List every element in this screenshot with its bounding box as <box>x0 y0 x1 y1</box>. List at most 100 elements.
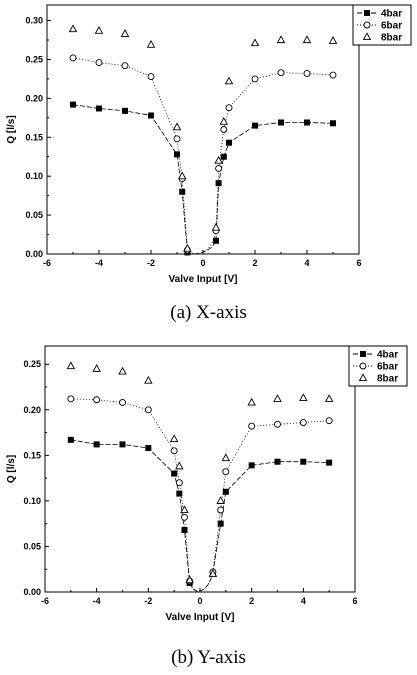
series-line-6bar-right <box>212 420 330 573</box>
data-point-8bar <box>66 361 76 370</box>
data-point-8bar <box>250 38 260 47</box>
data-point-8bar <box>302 35 312 44</box>
data-point-8bar <box>328 36 338 44</box>
y-axis-title: Q [l/s] <box>6 115 17 143</box>
data-point-6bar <box>225 104 233 112</box>
data-point-6bar <box>217 506 225 514</box>
legend-label-4bar: 4bar <box>381 9 402 20</box>
data-point-6bar <box>93 396 101 404</box>
data-point-6bar <box>274 420 281 428</box>
x-tick-label: 4 <box>301 596 306 606</box>
data-point-4bar <box>274 458 281 465</box>
data-point-6bar <box>222 468 230 476</box>
data-point-6bar <box>170 447 178 455</box>
legend-label-8bar: 8bar <box>381 33 402 44</box>
data-point-8bar <box>273 394 282 402</box>
series-line-6bar-left <box>70 398 191 582</box>
data-point-8bar <box>185 575 194 584</box>
x-tick-label: 0 <box>197 596 202 606</box>
data-point-4bar <box>226 139 232 146</box>
data-point-4bar <box>326 459 333 466</box>
data-point-8bar <box>216 496 225 504</box>
data-point-8bar <box>118 366 127 375</box>
data-point-8bar <box>144 375 153 384</box>
y-tick-label: 0.05 <box>23 541 41 551</box>
x-tick-label: -4 <box>93 596 101 606</box>
data-point-8bar <box>224 76 234 85</box>
y-tick-label: 0.15 <box>25 132 43 142</box>
data-point-6bar <box>329 71 337 79</box>
series-bridge-6bar <box>189 571 214 592</box>
legend-label-4bar: 4bar <box>377 350 398 361</box>
data-point-4bar <box>176 490 183 497</box>
data-point-8bar <box>120 29 130 37</box>
data-point-4bar <box>119 441 126 448</box>
x-tick-label: -2 <box>147 258 155 268</box>
data-point-6bar <box>69 54 77 62</box>
legend-marker-8bar <box>362 32 372 41</box>
data-point-6bar <box>303 70 311 77</box>
y-tick-label: 0.25 <box>23 359 41 369</box>
legend-box <box>352 4 412 46</box>
y-tick-label: 0.15 <box>23 450 41 460</box>
y-tick-label: 0.00 <box>23 587 41 597</box>
x-tick-label: -2 <box>144 596 152 606</box>
x-axis-title: Valve Input [V] <box>169 274 238 285</box>
y-tick-label: 0.10 <box>25 171 43 181</box>
legend-marker-4bar <box>364 10 370 16</box>
chart-y-axis: -6 -4 -2 0 2 4 6 0.00 0.05 0.10 0.15 0.20 0.25 Valve … <box>6 345 408 623</box>
data-point-4bar <box>220 153 227 160</box>
data-point-6bar <box>119 399 126 406</box>
data-point-4bar <box>174 151 180 158</box>
data-point-6bar <box>248 422 256 430</box>
x-tick-label: 2 <box>249 596 254 606</box>
series-bridge-6bar <box>187 230 217 254</box>
data-point-8bar <box>177 171 187 180</box>
y-tick-label: 0.00 <box>25 249 43 259</box>
data-point-4bar <box>252 122 258 129</box>
data-point-4bar <box>278 119 284 126</box>
data-point-8bar <box>221 453 231 462</box>
x-tick-label: -6 <box>43 258 51 268</box>
x-tick-label: 6 <box>356 258 361 268</box>
legend-marker-4bar <box>360 351 366 357</box>
data-point-6bar <box>121 62 129 70</box>
data-point-8bar <box>276 35 286 44</box>
data-point-8bar <box>172 122 182 131</box>
data-point-6bar <box>144 406 152 414</box>
data-point-6bar <box>95 59 103 67</box>
data-point-4bar <box>171 470 178 477</box>
data-point-4bar <box>181 527 188 534</box>
data-point-4bar <box>93 441 100 448</box>
series-line-4bar-left <box>70 439 191 583</box>
data-point-8bar <box>146 39 156 48</box>
legend-marker-6bar <box>363 21 371 29</box>
data-point-6bar <box>175 479 183 487</box>
data-point-4bar <box>217 520 224 527</box>
plot-frame <box>46 4 360 255</box>
data-point-4bar <box>148 112 154 119</box>
chart-panel-x-axis: -6 -4 -2 0 2 4 6 0.00 0.05 0.10 0.15 0.20 0.25 0.30 Va… <box>0 0 417 330</box>
x-tick-label: 6 <box>352 596 357 606</box>
chart-caption-x-axis: (a) X-axis <box>170 302 247 323</box>
data-point-4bar <box>213 237 219 244</box>
data-point-6bar <box>67 395 75 403</box>
data-point-6bar <box>181 513 188 521</box>
data-point-4bar <box>300 458 307 465</box>
data-point-4bar <box>222 488 229 495</box>
data-point-4bar <box>215 180 222 187</box>
legend-label-6bar: 6bar <box>381 21 402 32</box>
data-point-4bar <box>122 107 128 114</box>
data-point-8bar <box>169 434 179 442</box>
data-point-6bar <box>251 75 259 83</box>
data-point-8bar <box>180 505 189 514</box>
legend-marker-8bar <box>358 373 368 382</box>
x-tick-label: 2 <box>252 258 257 268</box>
series-line-4bar-right <box>215 122 334 241</box>
data-point-8bar <box>214 155 223 164</box>
x-axis-title: Valve Input [V] <box>166 612 235 623</box>
legend-marker-6bar <box>359 362 367 370</box>
data-point-8bar <box>208 569 218 577</box>
data-point-8bar <box>324 394 334 402</box>
